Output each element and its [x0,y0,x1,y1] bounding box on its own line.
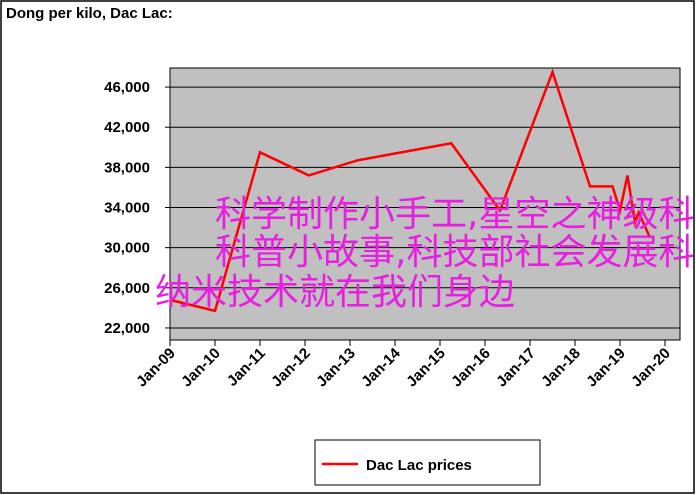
y-tick-label: 34,000 [104,200,150,217]
legend [314,439,541,486]
overlay-text: 科普小故事,科技部社会发展科技司, [215,232,696,273]
y-tick-label: 42,000 [104,119,150,136]
y-tick-label: 38,000 [104,159,150,176]
series-line [169,68,652,313]
legend-label: Dac Lac prices [366,457,472,474]
overlay-text: 科学制作小手工,星空之神级科技树, [215,194,696,235]
y-tick-label: 26,000 [104,280,150,297]
y-tick-label: 22,000 [104,320,150,337]
chart-title: Dong per kilo, Dac Lac: [6,5,173,22]
overlay-text: 纳米技术就在我们身边 [155,272,515,313]
y-tick-label: 46,000 [104,79,150,96]
plot-area [169,67,681,341]
y-tick-label: 30,000 [104,240,150,257]
